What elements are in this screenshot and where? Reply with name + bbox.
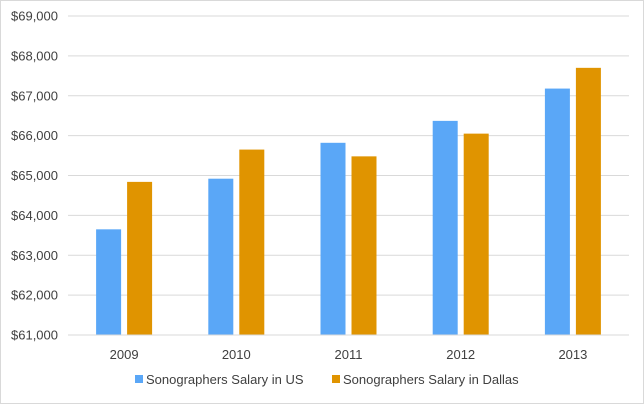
bar-us-2010: [208, 178, 234, 335]
legend-label-dallas: Sonographers Salary in Dallas: [343, 372, 519, 387]
x-tick-label: 2010: [222, 347, 251, 362]
y-tick-label: $66,000: [11, 128, 58, 143]
bar-dallas-2013: [575, 67, 601, 336]
y-tick-label: $68,000: [11, 48, 58, 63]
y-tick-label: $63,000: [11, 248, 58, 263]
legend-label-us: Sonographers Salary in US: [146, 372, 304, 387]
bar-dallas-2010: [239, 149, 265, 335]
bar-us-2009: [96, 229, 122, 335]
y-tick-label: $67,000: [11, 88, 58, 103]
x-tick-label: 2013: [558, 347, 587, 362]
x-tick-label: 2009: [110, 347, 139, 362]
y-tick-label: $62,000: [11, 288, 58, 303]
bar-dallas-2011: [351, 156, 377, 335]
bar-dallas-2009: [127, 181, 153, 335]
gridlines: [68, 15, 629, 336]
x-tick-label: 2011: [335, 347, 363, 362]
y-axis-tick-labels: $61,000 $62,000 $63,000 $64,000 $65,000 $66,0…: [11, 9, 58, 343]
bar-us-2012: [432, 120, 458, 335]
y-tick-label: $61,000: [11, 328, 58, 343]
bar-dallas-2012: [463, 133, 489, 335]
y-tick-label: $64,000: [11, 208, 58, 223]
legend-swatch-dallas: [332, 375, 340, 383]
bars: [68, 67, 629, 336]
x-axis-tick-labels: 2009 2010 2011 2012 2013: [110, 347, 588, 362]
y-tick-label: $65,000: [11, 168, 58, 183]
bar-us-2011: [320, 142, 346, 335]
x-tick-label: 2012: [446, 347, 475, 362]
bar-us-2013: [544, 88, 570, 335]
legend-swatch-us: [135, 375, 143, 383]
y-tick-label: $69,000: [11, 9, 58, 24]
legend: Sonographers Salary in US Sonographers S…: [135, 372, 519, 387]
